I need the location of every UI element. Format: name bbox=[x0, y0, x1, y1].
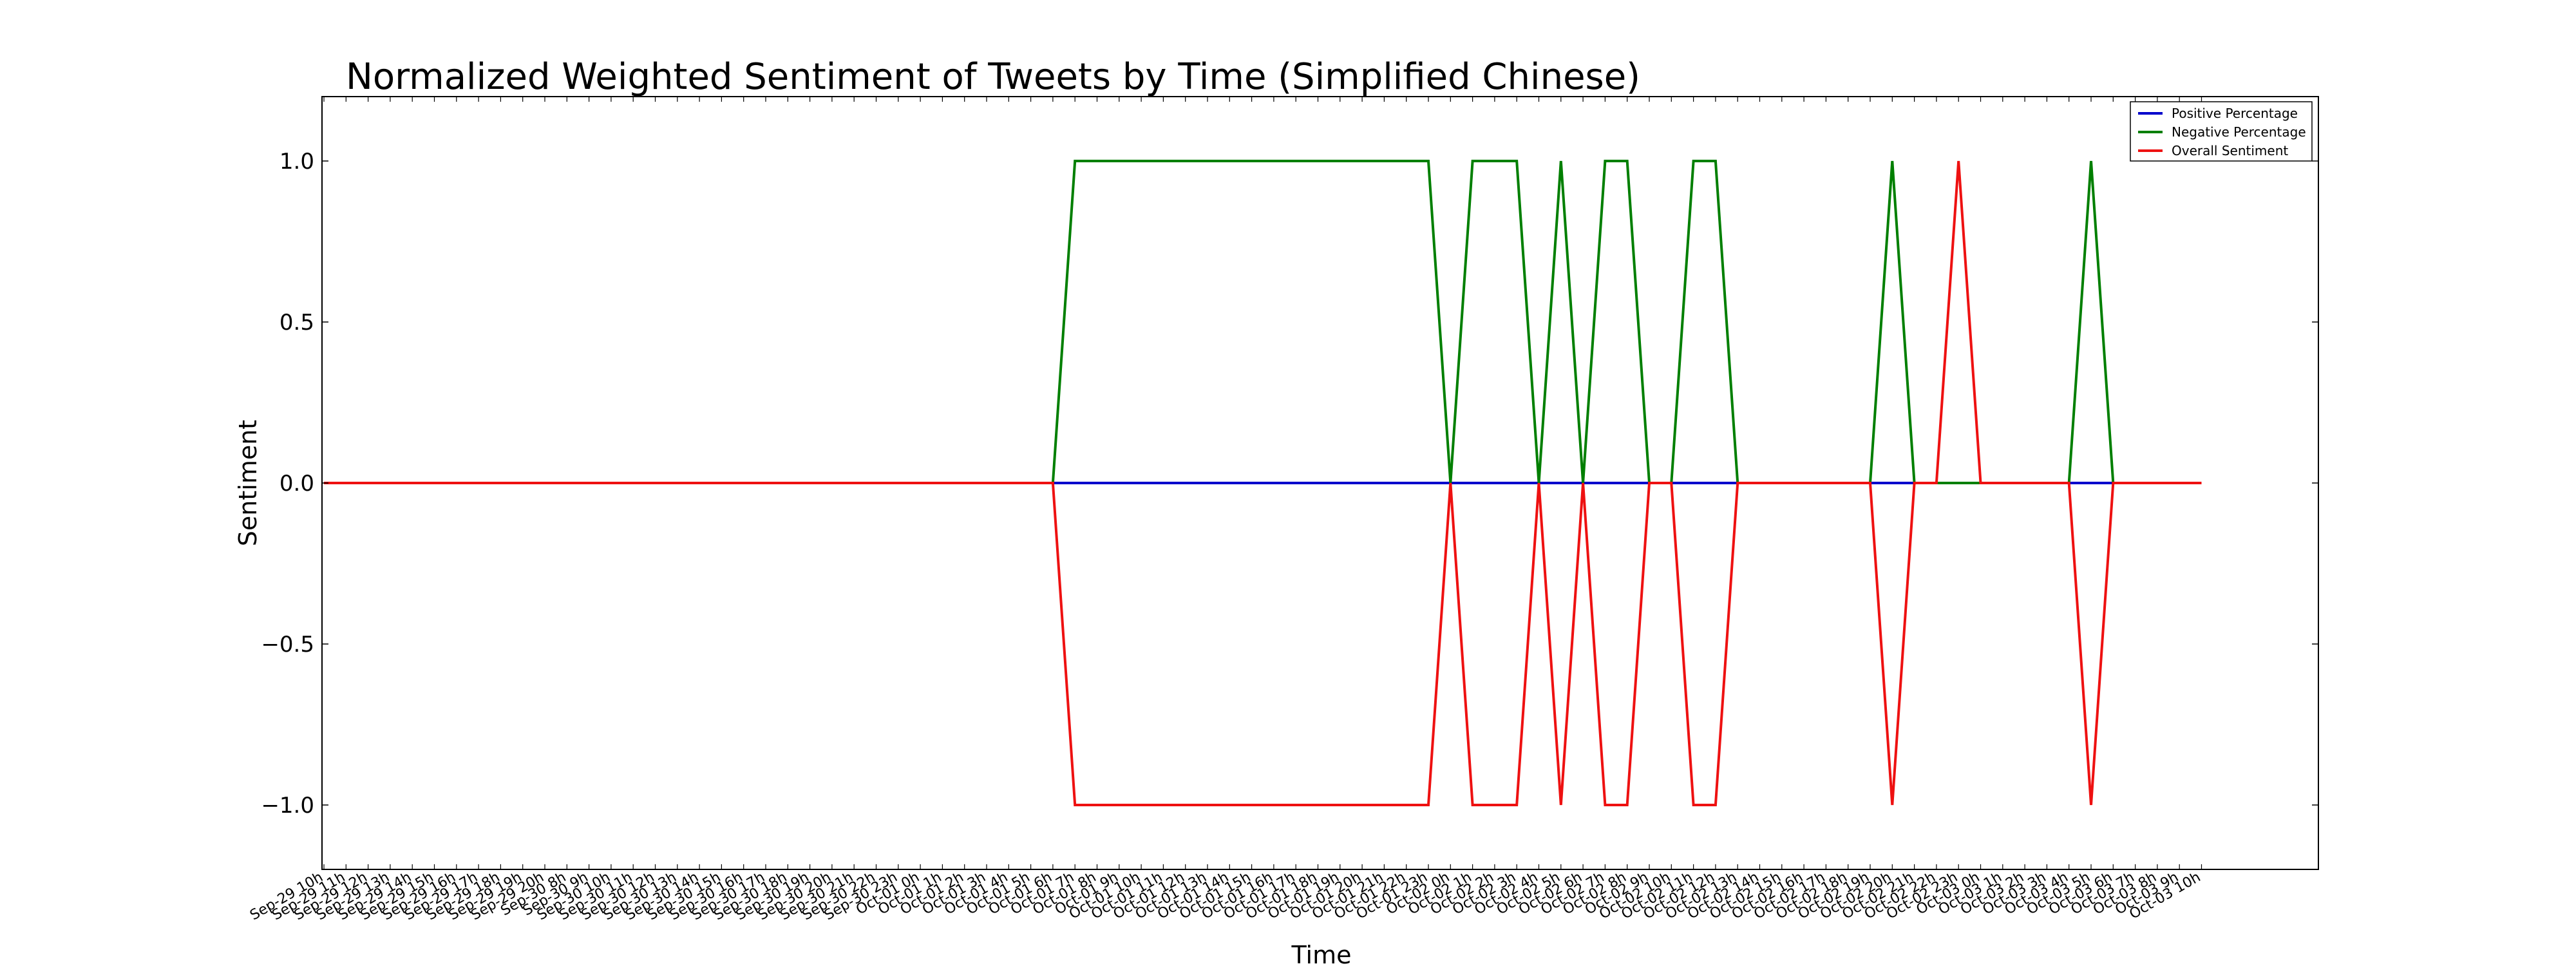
legend-label: Overall Sentiment bbox=[2172, 143, 2288, 158]
chart-title: Normalized Weighted Sentiment of Tweets … bbox=[346, 56, 1640, 98]
legend-label: Negative Percentage bbox=[2172, 124, 2306, 140]
series-line-overall-sentiment bbox=[324, 160, 2202, 806]
y-tick-label: 0.5 bbox=[279, 310, 314, 336]
y-tick-label: −0.5 bbox=[261, 632, 314, 658]
legend: Positive Percentage Negative Percentage Ov… bbox=[2130, 101, 2313, 162]
y-tick-label: −1.0 bbox=[261, 793, 314, 819]
y-tick-label: 1.0 bbox=[279, 149, 314, 175]
legend-label: Positive Percentage bbox=[2172, 106, 2298, 121]
series-layer bbox=[324, 160, 2202, 806]
x-axis-label: Time bbox=[1291, 941, 1352, 966]
y-axis-label: Sentiment bbox=[234, 420, 262, 546]
y-tick-label: 0.0 bbox=[279, 471, 314, 497]
y-axis: 1.0 0.5 0.0 −0.5 −1.0 bbox=[261, 149, 2318, 819]
